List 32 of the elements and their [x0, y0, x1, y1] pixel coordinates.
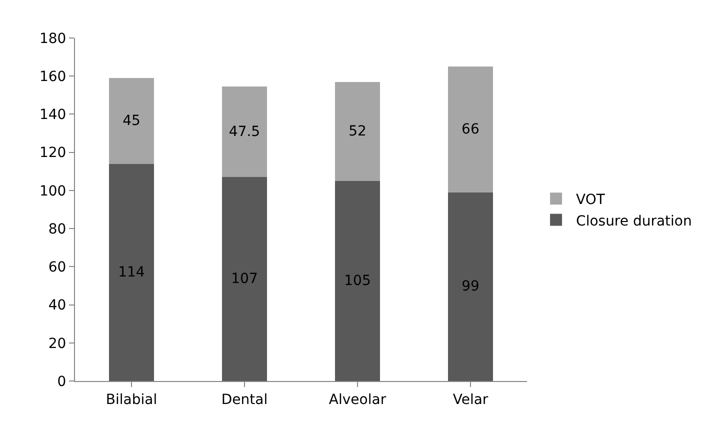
- x-tick-label: Alveolar: [328, 392, 386, 408]
- y-tick-label: 40: [48, 298, 66, 314]
- data-label: 107: [231, 271, 258, 288]
- y-tick-label: 160: [39, 69, 66, 86]
- bar: [334, 82, 380, 181]
- bar: [108, 78, 154, 164]
- data-label: 105: [344, 272, 371, 289]
- bar: [222, 177, 268, 381]
- y-tick-label: 0: [57, 374, 66, 390]
- y-tick-label: 60: [48, 260, 66, 276]
- data-label: 66: [462, 121, 480, 138]
- data-label: 114: [118, 264, 145, 280]
- y-tick-label: 100: [39, 183, 66, 200]
- bar: [334, 180, 380, 381]
- data-label: 52: [348, 123, 366, 140]
- y-tick-label: 120: [39, 145, 66, 162]
- y-tick-label: 20: [48, 336, 66, 352]
- bar: [448, 192, 494, 381]
- data-label: 45: [122, 112, 140, 129]
- x-tick-label: Bilabial: [106, 392, 158, 408]
- bar: [448, 66, 494, 192]
- data-label: 47.5: [228, 124, 260, 140]
- y-tick-label: 140: [39, 107, 66, 124]
- y-tick-label: 180: [39, 30, 66, 47]
- legend-label: VOT: [576, 192, 606, 208]
- y-tick-label: 80: [48, 221, 66, 238]
- bar: [108, 164, 154, 381]
- x-tick-label: Dental: [221, 392, 268, 408]
- legend-label: Closure duration: [576, 213, 692, 230]
- x-tick-label: Velar: [452, 392, 488, 408]
- data-label: 99: [462, 278, 480, 295]
- bar: [222, 86, 268, 178]
